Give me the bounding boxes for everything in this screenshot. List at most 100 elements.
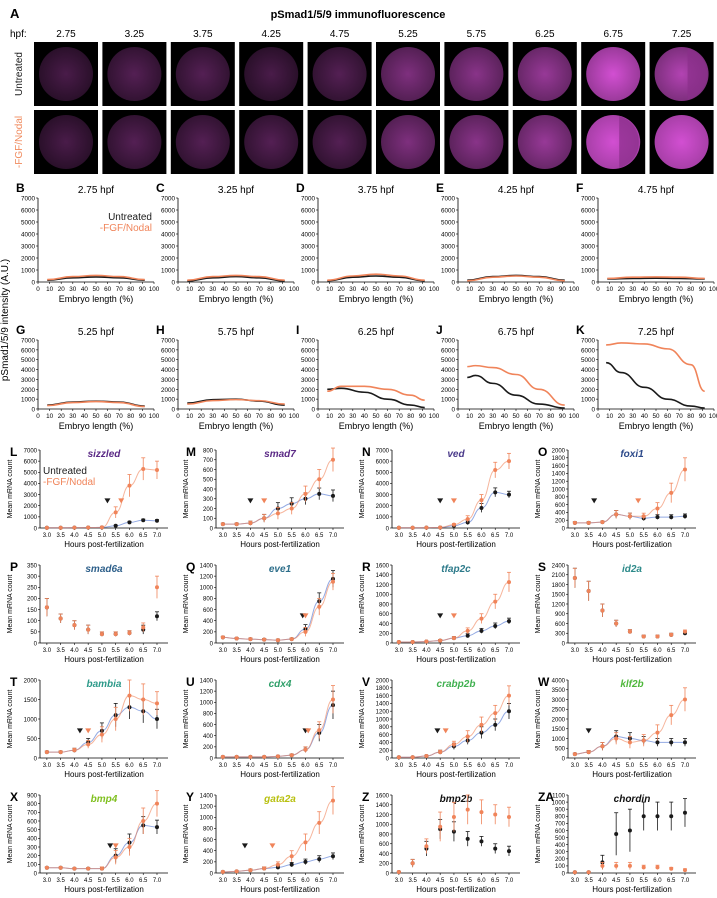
data-point [86,627,91,632]
x-tick-label: 3.0 [571,533,580,539]
data-point [141,518,146,523]
y-tick-label: 100 [27,863,38,869]
y-tick-label: 800 [379,602,390,608]
gene-title: bmp4 [91,794,118,805]
x-tick-label: 80 [127,286,135,293]
y-tick-label: 200 [203,745,214,751]
y-tick-label: 0 [34,756,38,762]
y-tick-label: 0 [562,756,566,762]
data-point [317,604,322,609]
data-point [113,632,118,637]
x-tick-label: 6.5 [667,763,676,769]
data-point [614,863,619,868]
chart-title: 5.75 hpf [218,327,254,338]
x-tick-label: 4.0 [70,648,79,654]
y-tick-label: 600 [555,503,566,509]
hpf-label: hpf: [10,29,27,40]
x-axis-label: Hours post-fertilization [592,540,672,549]
x-tick-label: 30 [489,413,497,420]
x-tick-label: 40 [81,286,89,293]
data-point [220,869,225,874]
data-point [317,477,322,482]
x-tick-label: 90 [559,413,567,420]
y-tick-label: 7000 [301,196,316,203]
x-tick-label: 0 [316,413,320,420]
gene-title: bmp2b [440,794,473,805]
y-tick-label: 1000 [581,397,596,404]
data-point [154,614,159,619]
data-point [655,865,660,870]
y-tick-label: 7000 [24,448,38,454]
y-tick-label: 500 [27,828,38,834]
data-point [44,525,49,530]
panel-letter: Y [186,790,194,804]
fit-curve [46,803,158,870]
x-tick-label: 7.0 [505,763,514,769]
y-tick-label: 100 [555,864,566,870]
data-point [586,520,591,525]
y-tick-label: 500 [555,747,566,753]
x-tick-label: 80 [267,286,275,293]
x-tick-label: 0 [316,286,320,293]
x-tick-label: 7.0 [681,648,690,654]
x-tick-label: 10 [326,413,334,420]
y-tick-label: 4000 [21,367,36,374]
data-point [86,866,91,871]
data-point [586,750,591,755]
x-tick-label: 5.0 [626,878,635,884]
y-tick-label: 100 [27,619,38,625]
data-point [572,752,577,757]
x-tick-label: 3.5 [584,648,593,654]
data-point [682,697,687,702]
y-tick-label: 0 [210,871,214,877]
x-tick-label: 0 [596,286,600,293]
data-point [275,862,280,867]
series-line-treated [187,274,285,281]
data-point [451,522,456,527]
x-tick-label: 0 [456,413,460,420]
x-axis-label: Hours post-fertilization [416,655,496,664]
x-tick-label: 70 [116,413,124,420]
panel-letter: P [10,560,18,574]
x-tick-label: 4.5 [260,648,269,654]
y-tick-label: 2000 [24,678,38,684]
x-axis-label: Hours post-fertilization [416,885,496,894]
y-tick-label: 2000 [301,256,316,263]
panel-letter: J [436,323,443,337]
x-tick-label: 7.0 [505,648,514,654]
data-point [465,633,470,638]
series-line-untreated [327,387,425,409]
x-tick-label: 20 [58,286,66,293]
x-tick-label: 90 [139,286,147,293]
legend-untreated: Untreated [108,212,152,223]
onset-arrow-untreated [104,498,111,504]
y-tick-label: 200 [379,632,390,638]
chart-title: 2.75 hpf [78,185,114,196]
x-tick-label: 90 [139,413,147,420]
y-tick-label: 1600 [552,464,566,470]
series-line-treated [607,276,705,280]
y-tick-label: 0 [34,641,38,647]
data-point [234,636,239,641]
data-point [113,510,118,515]
data-point [289,637,294,642]
fit-curve [398,710,510,758]
data-point [317,491,322,496]
x-tick-label: 7.0 [153,533,162,539]
y-tick-label: 1000 [552,800,566,806]
data-point [682,740,687,745]
chart-title: 4.25 hpf [498,185,534,196]
data-point [572,520,577,525]
x-tick-label: 30 [69,413,77,420]
y-tick-label: 3000 [376,493,390,499]
gene-title: klf2b [620,679,643,690]
onset-arrow-untreated [434,728,441,734]
y-tick-label: 5000 [301,357,316,364]
data-point [627,828,632,833]
x-tick-label: 10 [606,286,614,293]
x-tick-label: 4.0 [246,763,255,769]
